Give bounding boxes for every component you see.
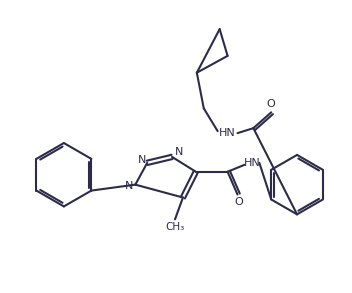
Text: O: O — [267, 99, 276, 109]
Text: N: N — [138, 155, 146, 165]
Text: N: N — [175, 147, 183, 157]
Text: CH₃: CH₃ — [165, 222, 185, 232]
Text: O: O — [234, 197, 243, 207]
Text: N: N — [125, 180, 133, 191]
Text: HN: HN — [219, 128, 236, 138]
Text: HN: HN — [244, 158, 261, 168]
